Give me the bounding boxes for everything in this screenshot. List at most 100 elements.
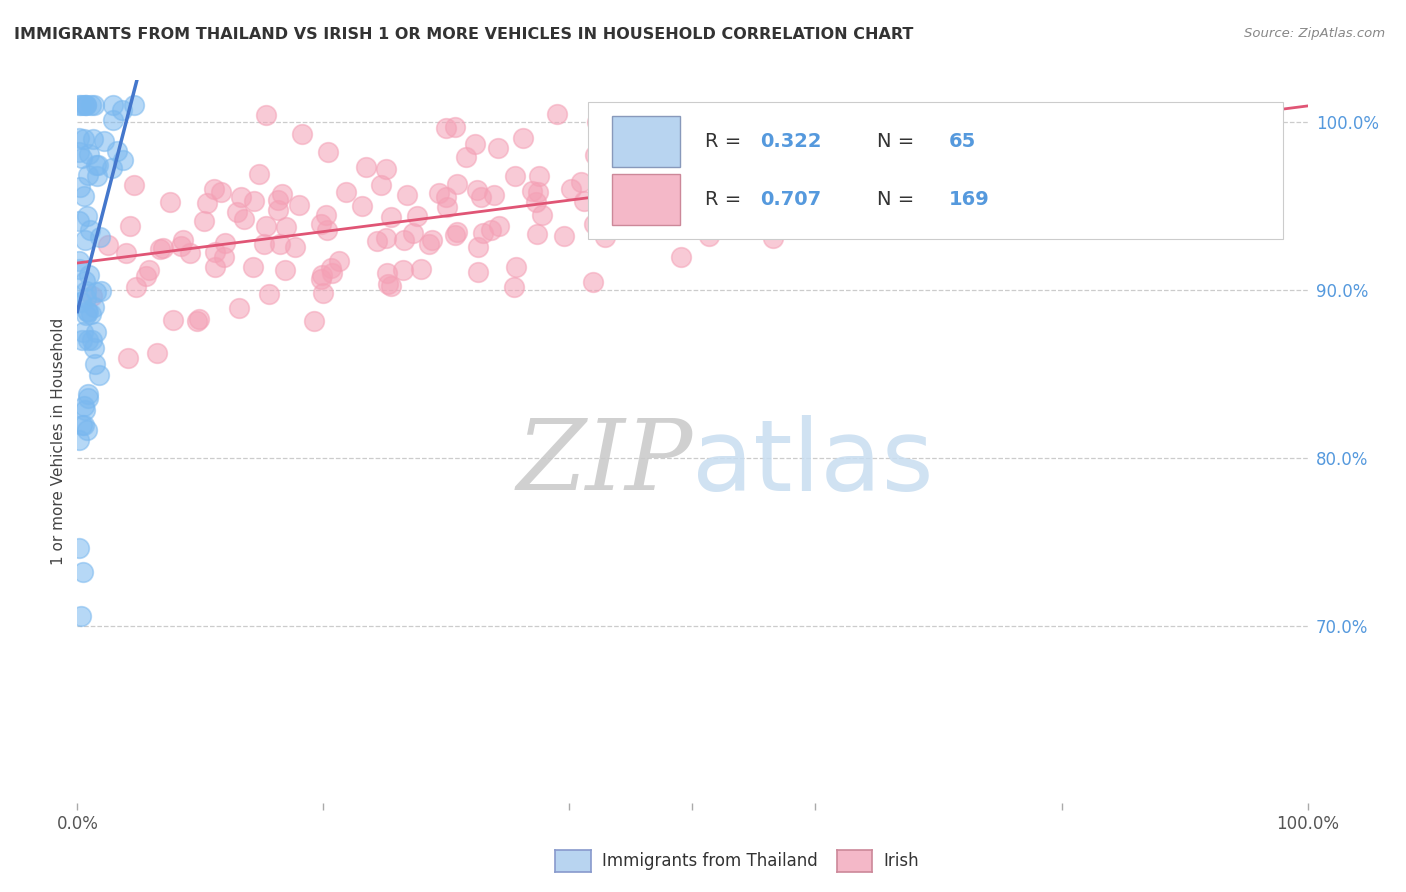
Point [662, 136, 685, 150]
Point [859, 107, 882, 121]
Point [311, 268, 333, 282]
Point [75, 291, 97, 305]
Point [73, 418, 96, 433]
Text: Immigrants from Thailand: Immigrants from Thailand [602, 852, 817, 870]
Point [73, 189, 96, 203]
Point [135, 268, 157, 283]
Point [162, 313, 184, 327]
Point [70, 294, 93, 309]
Point [83, 341, 105, 355]
Point [70, 334, 93, 348]
Point [609, 170, 631, 185]
Point [204, 260, 226, 275]
Point [464, 136, 486, 151]
Point [434, 190, 457, 204]
Point [138, 262, 160, 277]
Point [471, 226, 494, 240]
Point [526, 185, 548, 199]
Point [814, 161, 837, 176]
Point [704, 202, 727, 216]
Text: R =: R = [704, 132, 747, 152]
Point [75, 284, 97, 298]
Text: N =: N = [877, 190, 921, 209]
Point [73, 132, 96, 146]
Point [606, 180, 628, 194]
Point [122, 98, 145, 112]
Point [395, 187, 418, 202]
Point [75, 402, 97, 417]
Point [465, 183, 488, 197]
Point [801, 169, 824, 184]
Point [560, 182, 582, 196]
Point [526, 227, 548, 241]
Point [77, 305, 100, 319]
Point [72, 566, 94, 580]
Point [675, 143, 697, 157]
Point [638, 150, 661, 164]
Point [270, 187, 292, 202]
Point [89, 230, 111, 244]
Point [179, 245, 201, 260]
Point [631, 221, 654, 235]
Point [321, 266, 343, 280]
Point [335, 185, 357, 199]
Text: 0.707: 0.707 [761, 190, 821, 209]
Point [631, 191, 654, 205]
Text: Source: ZipAtlas.com: Source: ZipAtlas.com [1244, 27, 1385, 40]
Point [520, 184, 543, 198]
Point [274, 262, 297, 277]
Point [70, 418, 93, 433]
Point [839, 149, 862, 163]
Point [86, 169, 108, 183]
Point [212, 250, 235, 264]
Point [77, 334, 100, 348]
Point [73, 399, 96, 413]
Point [242, 260, 264, 274]
Point [446, 225, 468, 239]
Point [782, 125, 804, 139]
Point [84, 325, 107, 339]
Point [67, 98, 90, 112]
Point [405, 209, 427, 223]
Point [418, 236, 440, 251]
Point [394, 234, 416, 248]
Text: R =: R = [704, 190, 747, 209]
Point [254, 108, 277, 122]
Point [409, 262, 432, 277]
Point [352, 199, 374, 213]
Point [67, 541, 90, 556]
Point [75, 98, 97, 112]
Point [427, 186, 450, 200]
Point [891, 163, 914, 178]
Point [149, 242, 172, 256]
Point [84, 158, 107, 172]
Point [315, 208, 337, 222]
Text: Irish: Irish [883, 852, 918, 870]
Point [380, 279, 402, 293]
Point [593, 230, 616, 244]
Point [512, 130, 534, 145]
Point [284, 239, 307, 253]
Text: ZIP: ZIP [516, 416, 693, 511]
Point [467, 240, 489, 254]
Point [434, 120, 457, 135]
Point [97, 238, 120, 252]
Point [486, 141, 509, 155]
Point [889, 127, 911, 141]
Point [319, 261, 342, 276]
Text: N =: N = [877, 132, 921, 152]
Text: 169: 169 [949, 190, 988, 209]
Point [75, 308, 97, 322]
Point [117, 351, 139, 365]
Point [377, 277, 399, 292]
Point [531, 208, 554, 222]
Point [737, 161, 759, 176]
Point [444, 120, 467, 134]
Point [288, 198, 311, 212]
Point [76, 303, 98, 318]
Point [76, 391, 98, 405]
Point [79, 307, 101, 321]
Point [77, 268, 100, 282]
Point [90, 284, 112, 298]
Text: 65: 65 [949, 132, 976, 152]
